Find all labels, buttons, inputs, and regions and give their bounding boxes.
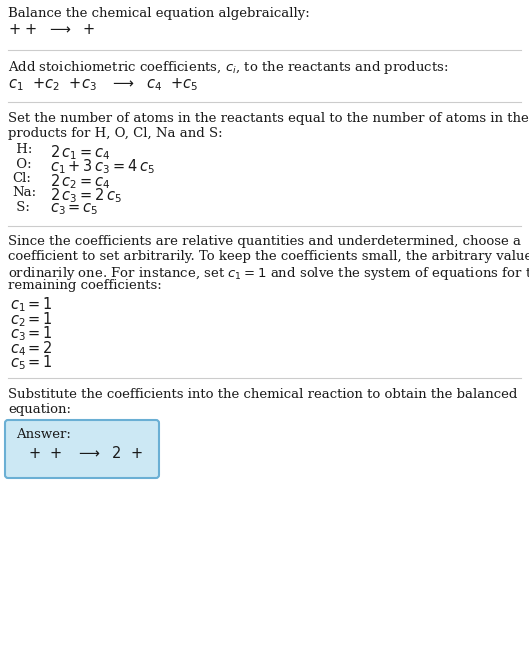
Text: Na:: Na:	[12, 186, 36, 200]
Text: $2\,c_3 = 2\,c_5$: $2\,c_3 = 2\,c_5$	[50, 186, 122, 206]
Text: coefficient to set arbitrarily. To keep the coefficients small, the arbitrary va: coefficient to set arbitrarily. To keep …	[8, 250, 529, 263]
Text: Add stoichiometric coefficients, $c_i$, to the reactants and products:: Add stoichiometric coefficients, $c_i$, …	[8, 60, 449, 76]
Text: Balance the chemical equation algebraically:: Balance the chemical equation algebraica…	[8, 7, 310, 20]
Text: $c_3 = c_5$: $c_3 = c_5$	[50, 201, 98, 217]
Text: $2\,c_2 = c_4$: $2\,c_2 = c_4$	[50, 172, 111, 191]
Text: products for H, O, Cl, Na and S:: products for H, O, Cl, Na and S:	[8, 127, 223, 139]
FancyBboxPatch shape	[5, 420, 159, 478]
Text: H:: H:	[12, 143, 32, 156]
Text: $c_4 = 2$: $c_4 = 2$	[10, 339, 53, 358]
Text: Cl:: Cl:	[12, 172, 31, 185]
Text: ordinarily one. For instance, set $c_1 = 1$ and solve the system of equations fo: ordinarily one. For instance, set $c_1 =…	[8, 265, 529, 282]
Text: Set the number of atoms in the reactants equal to the number of atoms in the: Set the number of atoms in the reactants…	[8, 112, 529, 125]
Text: Substitute the coefficients into the chemical reaction to obtain the balanced: Substitute the coefficients into the che…	[8, 388, 517, 401]
Text: $c_1 + 3\,c_3 = 4\,c_5$: $c_1 + 3\,c_3 = 4\,c_5$	[50, 158, 155, 176]
Text: Since the coefficients are relative quantities and underdetermined, choose a: Since the coefficients are relative quan…	[8, 235, 521, 249]
Text: equation:: equation:	[8, 402, 71, 416]
Text: Answer:: Answer:	[16, 428, 71, 441]
Text: S:: S:	[12, 201, 30, 214]
Text: O:: O:	[12, 158, 32, 170]
Text: $c_1$  $+c_2$  $+c_3$   $\longrightarrow$  $c_4$  $+c_5$: $c_1$ $+c_2$ $+c_3$ $\longrightarrow$ $c…	[8, 76, 198, 93]
Text: $c_2 = 1$: $c_2 = 1$	[10, 310, 53, 329]
Text: $c_3 = 1$: $c_3 = 1$	[10, 324, 53, 343]
Text: $+$  $+$   $\longrightarrow$  $2$  $+$: $+$ $+$ $\longrightarrow$ $2$ $+$	[28, 445, 143, 461]
Text: $+$ $+$  $\longrightarrow$  $+$: $+$ $+$ $\longrightarrow$ $+$	[8, 23, 95, 38]
Text: $c_5 = 1$: $c_5 = 1$	[10, 353, 53, 372]
Text: $c_1 = 1$: $c_1 = 1$	[10, 296, 53, 314]
Text: remaining coefficients:: remaining coefficients:	[8, 279, 162, 292]
Text: $2\,c_1 = c_4$: $2\,c_1 = c_4$	[50, 143, 111, 162]
